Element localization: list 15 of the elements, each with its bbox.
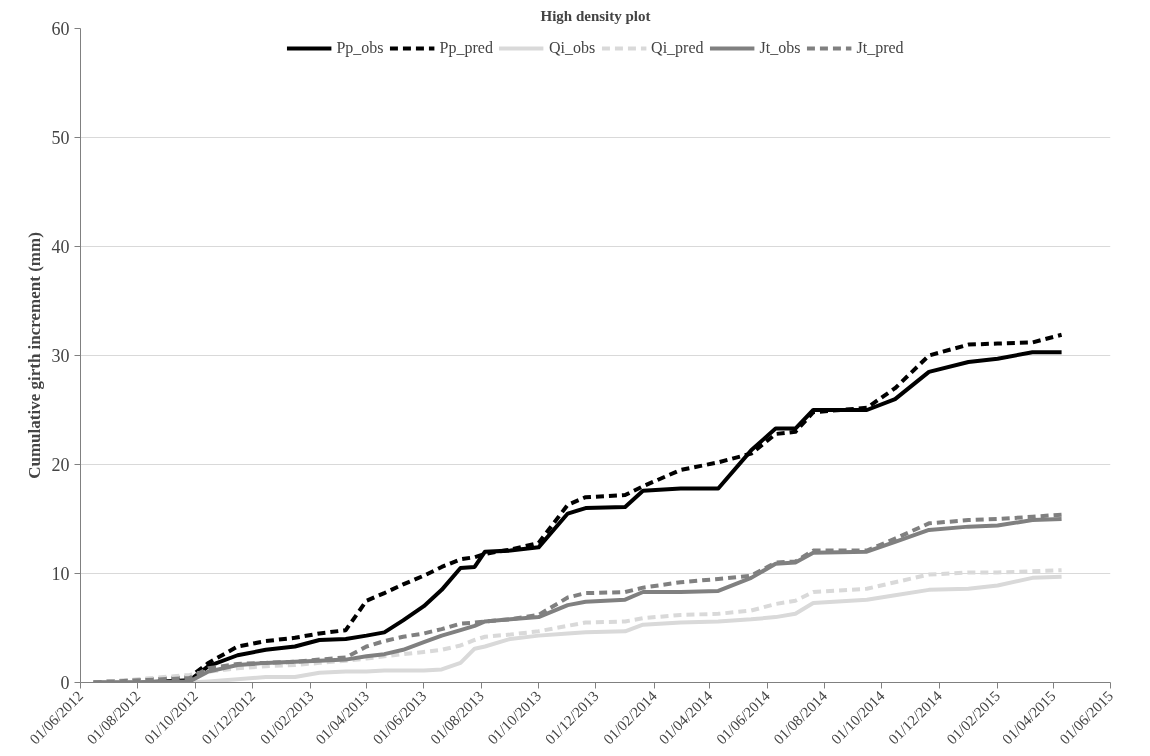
legend-label: Jt_pred <box>856 39 904 57</box>
legend-label: Pp_obs <box>336 39 384 57</box>
legend-label: Pp_pred <box>439 39 493 57</box>
legend-label: Qi_pred <box>651 39 704 57</box>
y-tick-label: 40 <box>51 237 70 257</box>
y-tick-label: 20 <box>51 455 70 475</box>
y-tick-label: 50 <box>51 128 70 148</box>
y-tick-label: 30 <box>51 346 70 366</box>
y-axis-title: Cumulative girth increment (mm) <box>24 232 44 479</box>
y-tick-label: 10 <box>51 564 70 584</box>
legend-label: Jt_obs <box>759 39 801 57</box>
chart-title: High density plot <box>540 7 651 24</box>
y-tick-label: 0 <box>60 673 70 693</box>
y-tick-label: 60 <box>51 19 70 39</box>
legend-label: Qi_obs <box>548 39 596 57</box>
